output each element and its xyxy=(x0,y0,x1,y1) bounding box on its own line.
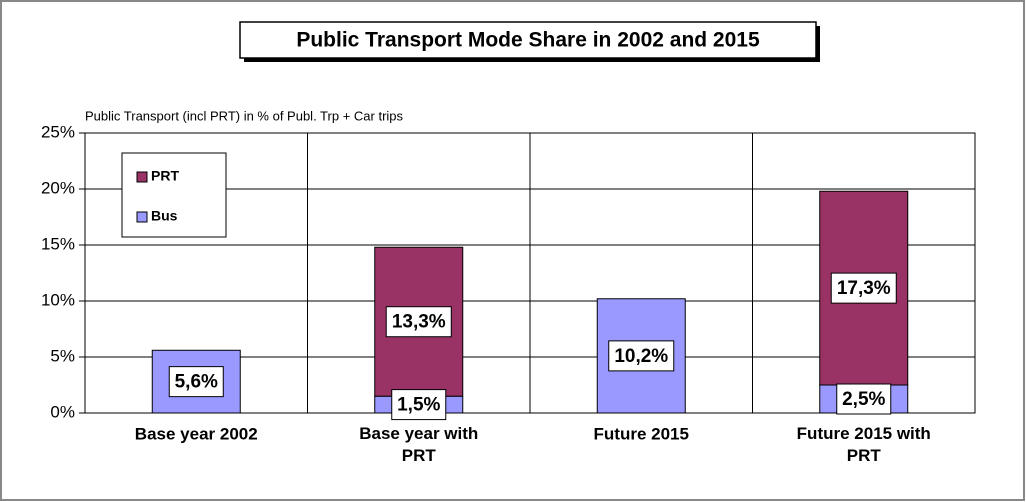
value-label: 13,3% xyxy=(392,312,446,333)
x-tick-label: Base year 2002 xyxy=(135,424,258,443)
y-tick-label: 5% xyxy=(50,346,75,365)
x-tick-label: Base year with PRT xyxy=(359,424,478,465)
legend-label: Bus xyxy=(151,208,178,224)
value-label: 10,2% xyxy=(614,346,668,367)
y-tick-label: 25% xyxy=(41,122,75,141)
x-tick-label: Future 2015 with PRT xyxy=(797,424,931,465)
value-label: 2,5% xyxy=(842,389,885,410)
y-tick-label: 20% xyxy=(41,178,75,197)
value-label: 5,6% xyxy=(175,372,218,393)
y-axis-label: Public Transport (incl PRT) in % of Publ… xyxy=(85,108,404,123)
legend-box xyxy=(121,152,227,238)
y-tick-label: 10% xyxy=(41,290,75,309)
value-label-box xyxy=(385,306,452,338)
value-label-box xyxy=(608,340,675,372)
legend-label: PRT xyxy=(151,168,179,184)
value-label: 17,3% xyxy=(837,278,891,299)
value-label: 1,5% xyxy=(397,395,440,416)
y-tick-label: 15% xyxy=(41,234,75,253)
y-tick-label: 0% xyxy=(50,402,75,421)
value-label-box xyxy=(391,389,447,421)
value-label-box xyxy=(168,366,224,398)
value-label-box xyxy=(836,383,892,415)
title-box xyxy=(239,21,817,59)
value-label-box xyxy=(830,272,897,304)
chart-title: Public Transport Mode Share in 2002 and … xyxy=(296,29,760,52)
plot-border xyxy=(84,132,976,414)
legend: PRT Bus xyxy=(121,152,227,238)
legend-swatch xyxy=(136,211,148,223)
legend-swatch xyxy=(136,171,148,183)
x-tick-label: Future 2015 xyxy=(594,424,689,443)
